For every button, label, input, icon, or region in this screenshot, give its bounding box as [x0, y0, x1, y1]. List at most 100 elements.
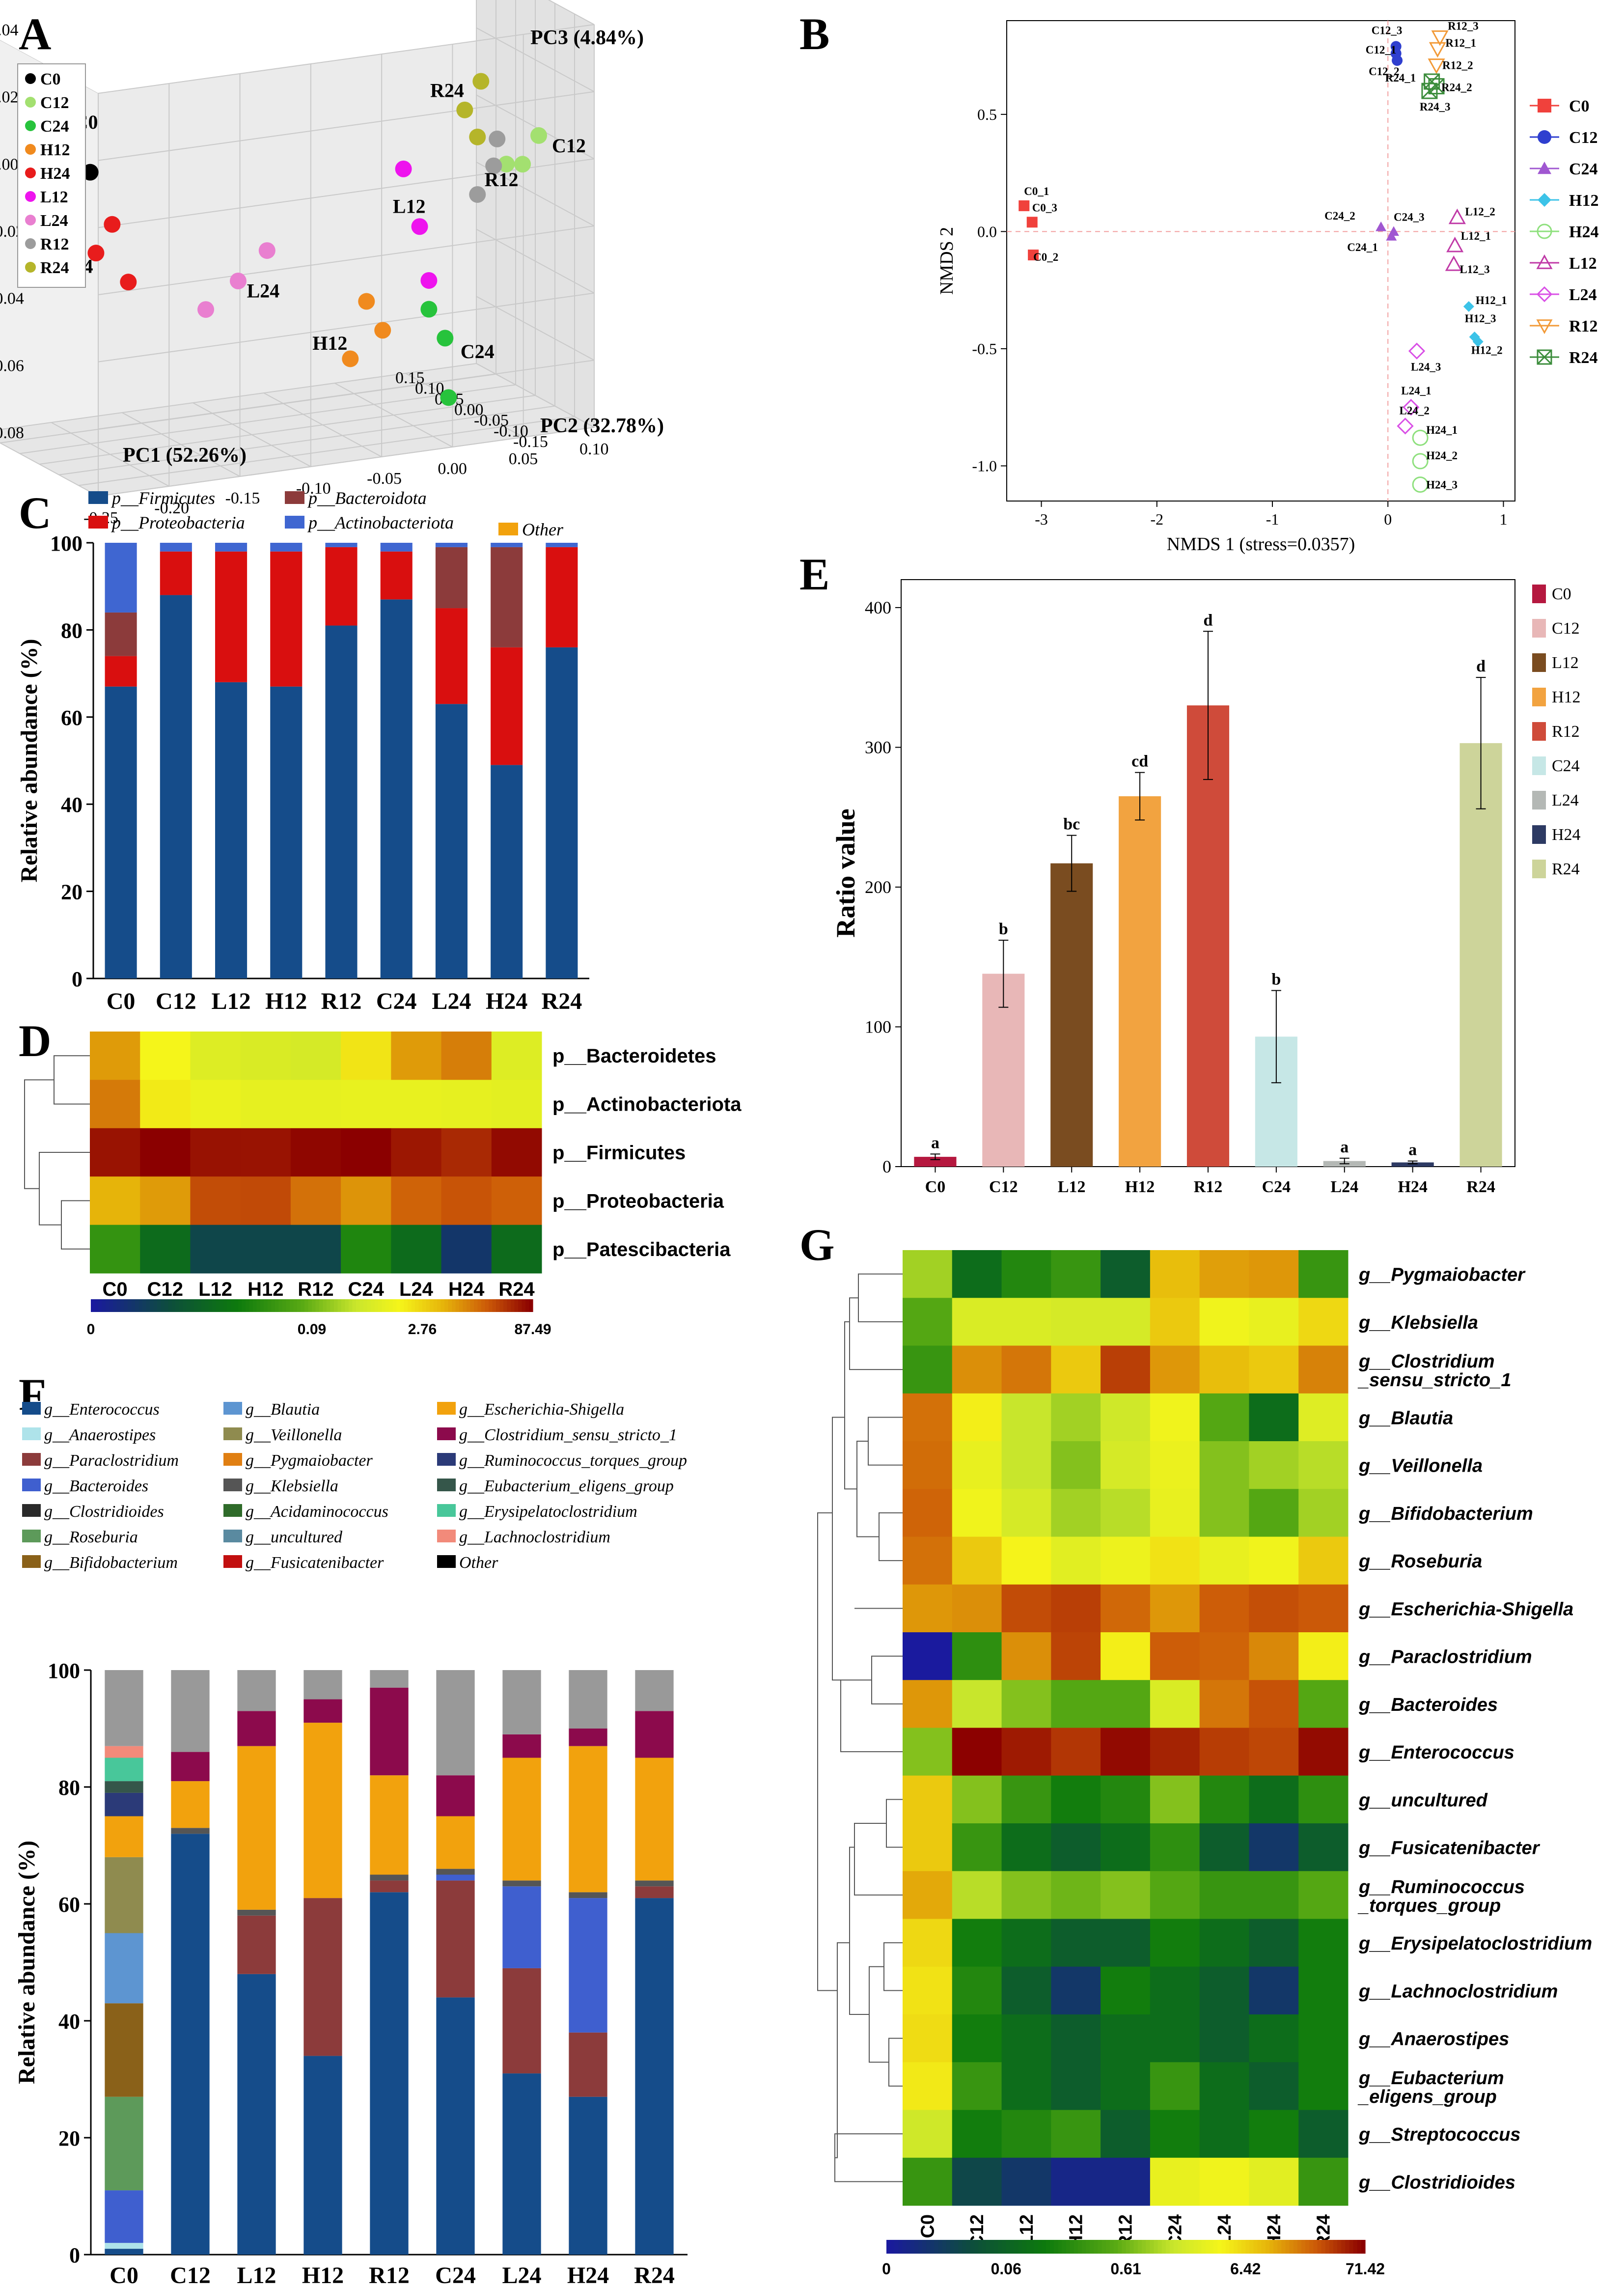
- legend-label: L24: [1552, 791, 1579, 810]
- x-tick-label: H24: [1398, 1178, 1427, 1196]
- heatmap-cell: [1150, 2062, 1200, 2110]
- legend-swatch: [437, 1427, 456, 1440]
- bar-segment-g-lachnoclostridium: [105, 1746, 143, 1758]
- point-r12: [489, 130, 506, 147]
- colorbar-step: [216, 1299, 220, 1312]
- heatmap-cell: [1051, 1919, 1101, 1967]
- heatmap-cell: [952, 1250, 1002, 1298]
- pc3-tick-label: 0.02: [0, 88, 19, 107]
- bar-segment-g-klebsiella: [237, 1909, 276, 1916]
- bar-segment-p-firmicutes: [325, 625, 358, 978]
- y-tick-label: 0: [69, 2243, 80, 2267]
- bar-segment-g-escherichia-shigella: [105, 1816, 143, 1857]
- grid-line: [98, 292, 595, 363]
- legend-label: g__Veillonella: [246, 1426, 342, 1444]
- heatmap-cell: [1199, 1728, 1249, 1776]
- legend-swatch: [25, 262, 36, 273]
- bar-segment-g-enterococcus: [237, 1974, 276, 2255]
- y-tick-label: 20: [61, 880, 83, 904]
- bar-segment-g-paraclostridium: [635, 1886, 674, 1898]
- legend-swatch: [22, 1402, 41, 1415]
- grid-line: [98, 360, 595, 430]
- x-tick-label: L24: [502, 2262, 541, 2289]
- colorbar-step: [282, 1299, 287, 1312]
- colorbar-step: [1210, 2240, 1214, 2254]
- point-c24: [440, 389, 457, 406]
- heatmap-cell: [903, 1728, 953, 1776]
- point-label: L24_3: [1411, 361, 1441, 373]
- legend-marker: [1536, 319, 1553, 335]
- heatmap-cell: [1051, 1584, 1101, 1633]
- heatmap-cell: [1249, 1775, 1299, 1824]
- heatmap-cell: [1249, 1632, 1299, 1680]
- heatmap-cell: [1051, 1441, 1101, 1489]
- colorbar-step: [1114, 2240, 1118, 2254]
- colorbar-step: [1026, 2240, 1031, 2254]
- colorbar-step: [1337, 2240, 1342, 2254]
- heatmap-cell: [903, 1632, 953, 1680]
- colorbar-step: [220, 1299, 224, 1312]
- legend-swatch: [437, 1402, 456, 1415]
- point-c0: [1028, 250, 1039, 261]
- point-label: C12_1: [1366, 44, 1397, 56]
- point-c12: [1392, 55, 1403, 66]
- legend-label: R12: [1569, 317, 1598, 335]
- heatmap-cell: [441, 1128, 492, 1177]
- pc3-tick-label: -0.08: [0, 424, 24, 442]
- point-l24: [1397, 418, 1414, 435]
- y-tick-label: 100: [48, 1659, 80, 1683]
- legend-marker: [1536, 254, 1553, 269]
- point-c0: [1018, 200, 1030, 211]
- colorbar-step: [1174, 2240, 1178, 2254]
- heatmap-cell: [1298, 2110, 1349, 2158]
- dendrogram-branch: [835, 1942, 850, 2158]
- bar-segment-p-actinobacteriota: [105, 543, 137, 613]
- legend-label: g__Clostridioides: [44, 1503, 164, 1521]
- heatmap-cell: [1249, 2110, 1299, 2158]
- bar-segment-other: [237, 1670, 276, 1711]
- heatmap-cell: [1199, 1680, 1249, 1728]
- legend-label: L12: [1569, 254, 1597, 273]
- bar-segment-g-enterococcus: [303, 2056, 342, 2255]
- heatmap-cell: [952, 1536, 1002, 1585]
- colorbar-step: [910, 2240, 915, 2254]
- heatmap-cell: [290, 1032, 341, 1080]
- row-label: g__Pygmaiobacter: [1358, 1265, 1526, 1285]
- point-c0: [82, 164, 99, 181]
- row-label: g__Bacteroides: [1358, 1695, 1498, 1715]
- y-tick-label: 40: [58, 2010, 80, 2034]
- heatmap-cell: [491, 1032, 542, 1080]
- colorbar-step: [499, 1299, 504, 1312]
- bar-segment-p-firmicutes: [491, 765, 523, 978]
- point-label: C24_3: [1394, 211, 1425, 223]
- colorbar-step: [378, 1299, 383, 1312]
- colorbar-step: [1094, 2240, 1099, 2254]
- pc1-tick-label: 0.10: [579, 440, 609, 458]
- colorbar-step: [1129, 2240, 1134, 2254]
- colorbar-step: [1238, 2240, 1242, 2254]
- heatmap-cell: [1298, 1345, 1349, 1394]
- bar-segment-g-clostridium-sensu-stricto-1: [502, 1734, 541, 1758]
- legend-label: g__Eubacterium_eligens_group: [459, 1477, 674, 1495]
- column-label: C0: [917, 2214, 938, 2238]
- colorbar-step: [507, 1299, 511, 1312]
- point-l12: [395, 160, 412, 177]
- point-c12: [530, 127, 548, 144]
- heatmap-cell: [952, 1871, 1002, 1919]
- row-label: g__Veillonella: [1358, 1456, 1483, 1477]
- colorbar-step: [1213, 2240, 1218, 2254]
- legend-swatch: [25, 167, 36, 178]
- heatmap-cell: [290, 1225, 341, 1274]
- bar-segment-other: [436, 1670, 475, 1776]
- legend-label: g__Pygmaiobacter: [246, 1452, 373, 1470]
- colorbar-step: [1110, 2240, 1114, 2254]
- point-h12: [358, 293, 375, 310]
- bar-segment-g-escherichia-shigella: [237, 1746, 276, 1910]
- legend-label: L24: [1569, 286, 1597, 304]
- bar-segment-g-bifidobacterium: [105, 2003, 143, 2097]
- heatmap-cell: [1101, 1871, 1151, 1919]
- colorbar-step: [1197, 2240, 1202, 2254]
- point-label: H12_1: [1476, 294, 1507, 307]
- legend-label: C24: [40, 117, 69, 136]
